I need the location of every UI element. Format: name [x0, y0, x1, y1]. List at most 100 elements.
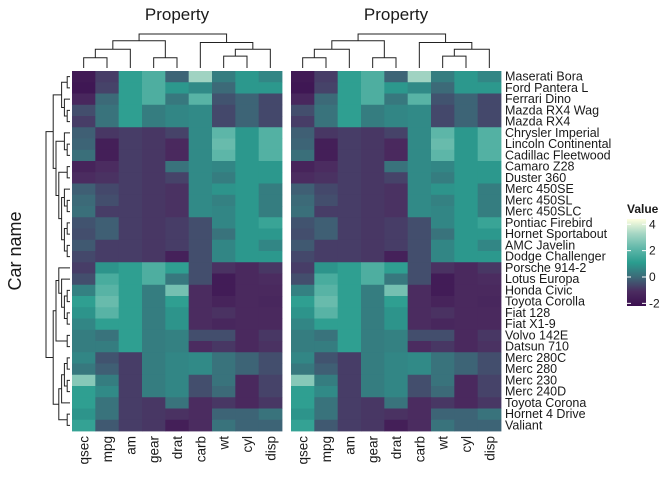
- heat-cell: [407, 307, 432, 319]
- heat-cell: [258, 161, 283, 173]
- heat-cell: [407, 172, 432, 184]
- heat-cell: [314, 374, 339, 387]
- color-legend: Value 4 2 0 -2: [627, 202, 660, 310]
- heat-cell: [337, 419, 362, 432]
- heat-cell: [431, 419, 455, 432]
- heat-cell: [431, 104, 455, 117]
- heat-cell: [165, 206, 190, 218]
- heat-cell: [384, 116, 409, 128]
- heat-cell: [477, 93, 502, 106]
- heat-cell: [212, 273, 236, 286]
- row-label: Chrysler Imperial: [505, 126, 599, 140]
- heat-cell: [314, 273, 339, 286]
- heat-cell: [477, 374, 502, 387]
- heat-cell: [384, 71, 409, 83]
- heat-cell: [314, 307, 339, 319]
- heat-cell: [477, 273, 502, 286]
- column-label: cyl: [240, 436, 255, 453]
- heat-cell: [72, 217, 96, 229]
- heat-cell: [142, 206, 166, 218]
- heat-cell: [165, 251, 190, 263]
- heat-cell: [291, 82, 315, 94]
- heat-cell: [291, 206, 315, 218]
- heat-cell: [291, 149, 315, 162]
- heat-cell: [165, 307, 190, 319]
- column-label: am: [123, 436, 138, 455]
- heat-cell: [188, 161, 213, 173]
- heat-cell: [142, 116, 166, 128]
- heat-cell: [258, 352, 283, 364]
- heat-cell: [337, 127, 362, 139]
- heat-cell: [258, 183, 283, 196]
- row-dendrogram-branch: [66, 199, 70, 213]
- heat-cell: [477, 149, 502, 162]
- heat-cell: [118, 116, 143, 128]
- heat-cell: [165, 352, 190, 364]
- heat-cell: [314, 104, 339, 117]
- heat-cell: [454, 82, 479, 94]
- legend-title: Value: [627, 202, 659, 216]
- heat-cell: [165, 71, 190, 83]
- heat-cell: [212, 71, 236, 83]
- heat-cell: [235, 217, 260, 229]
- heat-cell: [188, 363, 213, 376]
- heat-cell: [291, 138, 315, 151]
- heat-cell: [337, 194, 362, 207]
- heat-cell: [95, 228, 120, 241]
- heat-cell: [165, 104, 190, 117]
- heat-cell: [95, 341, 120, 353]
- heat-cell: [384, 206, 409, 218]
- heat-cell: [361, 194, 385, 207]
- heat-cell: [337, 329, 362, 342]
- heat-cell: [258, 329, 283, 342]
- heat-cell: [431, 352, 455, 364]
- heat-cell: [118, 296, 143, 308]
- row-label: Valiant: [505, 418, 543, 432]
- heat-cell: [291, 352, 315, 364]
- heat-cell: [258, 251, 283, 263]
- heat-cell: [188, 116, 213, 128]
- heat-cell: [384, 172, 409, 184]
- heat-cell: [258, 71, 283, 83]
- row-label: Lincoln Continental: [505, 137, 611, 151]
- heat-cell: [142, 329, 166, 342]
- heat-cell: [165, 161, 190, 173]
- heat-cell: [431, 149, 455, 162]
- row-label: Merc 240D: [505, 385, 566, 399]
- heat-cell: [142, 318, 166, 331]
- heat-cell: [384, 296, 409, 308]
- heat-cell: [431, 82, 455, 94]
- heat-cell: [291, 71, 315, 83]
- heat-cell: [118, 341, 143, 353]
- heat-cell: [431, 71, 455, 83]
- row-label: Duster 360: [505, 171, 566, 185]
- heat-cell: [384, 386, 409, 398]
- heat-cell: [258, 296, 283, 308]
- heat-cell: [212, 149, 236, 162]
- heat-cell: [431, 138, 455, 151]
- heat-cell: [477, 251, 502, 263]
- heat-cell: [188, 71, 213, 83]
- heat-cell: [235, 251, 260, 263]
- heat-cell: [165, 149, 190, 162]
- heat-cell: [431, 296, 455, 308]
- heat-cell: [72, 127, 96, 139]
- heat-cell: [188, 138, 213, 151]
- heat-cell: [361, 329, 385, 342]
- heat-cell: [118, 419, 143, 432]
- heat-cell: [477, 194, 502, 207]
- heat-cell: [384, 251, 409, 263]
- heat-cell: [477, 318, 502, 331]
- heat-cell: [118, 408, 143, 421]
- column-dendrogram-branch: [357, 33, 447, 43]
- heat-cell: [337, 408, 362, 421]
- heat-cell: [142, 363, 166, 376]
- heat-cell: [188, 341, 213, 353]
- heat-cell: [95, 116, 120, 128]
- row-dendrogram-branch: [61, 374, 70, 404]
- heat-cell: [454, 172, 479, 184]
- heat-cell: [258, 419, 283, 432]
- heat-cell: [95, 82, 120, 94]
- heat-cell: [235, 206, 260, 218]
- heat-cell: [454, 386, 479, 398]
